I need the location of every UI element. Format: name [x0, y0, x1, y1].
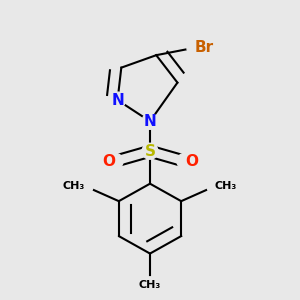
Text: N: N [111, 93, 124, 108]
Circle shape [177, 153, 193, 169]
Text: Br: Br [195, 40, 214, 55]
Circle shape [107, 153, 123, 169]
Text: O: O [185, 154, 198, 169]
Circle shape [110, 92, 125, 108]
Circle shape [187, 40, 203, 56]
Circle shape [142, 277, 158, 293]
Circle shape [142, 113, 158, 129]
Circle shape [207, 178, 223, 194]
Circle shape [142, 143, 158, 159]
Text: N: N [144, 114, 156, 129]
Text: CH₃: CH₃ [139, 280, 161, 290]
Circle shape [77, 178, 93, 194]
Text: O: O [102, 154, 115, 169]
Text: S: S [145, 144, 155, 159]
Text: CH₃: CH₃ [215, 181, 237, 191]
Text: CH₃: CH₃ [63, 181, 85, 191]
